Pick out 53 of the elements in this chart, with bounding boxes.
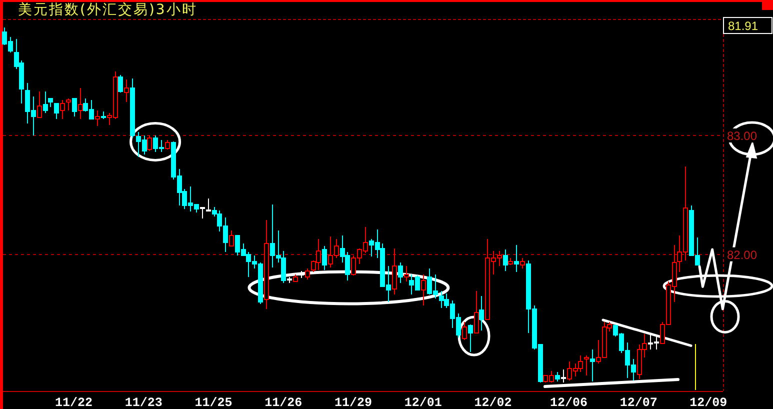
candlestick [561, 369, 566, 384]
candlestick [474, 290, 479, 334]
candlestick [392, 248, 397, 296]
candlestick [48, 98, 53, 108]
candlestick [101, 111, 106, 120]
candlestick [118, 74, 123, 94]
candlestick [229, 230, 234, 247]
candlestick [299, 270, 304, 279]
candlestick [520, 257, 525, 270]
candlestick [78, 87, 83, 120]
candlestick [514, 244, 519, 273]
candlestick [398, 262, 403, 284]
candlestick [200, 206, 205, 220]
text: 81.91 [728, 19, 758, 33]
candlestick [287, 276, 292, 284]
x-tick-label: 12/06 [550, 396, 588, 409]
x-tick-label: 11/29 [334, 396, 372, 409]
candlestick [322, 246, 327, 270]
candlestick [462, 322, 467, 340]
x-tick-label: 11/26 [264, 396, 302, 409]
candlestick [293, 274, 298, 282]
candlestick [584, 354, 589, 376]
candlestick [60, 99, 65, 120]
y-tick-label: 83.00 [727, 128, 758, 143]
candlestick [54, 102, 59, 120]
candlestick [590, 348, 595, 382]
candlestick [508, 257, 513, 266]
x-tick-label: 11/22 [55, 396, 93, 409]
candlestick [206, 198, 211, 212]
x-tick-label: 12/01 [404, 396, 442, 409]
candlestick [165, 140, 170, 150]
candlestick [479, 295, 484, 331]
x-tick-label: 12/09 [690, 396, 728, 409]
x-tick-label: 11/25 [194, 396, 232, 409]
candlestick [555, 371, 560, 382]
candlestick [468, 324, 473, 352]
candlestick [66, 98, 71, 112]
candlestick [72, 98, 77, 117]
candlestick [147, 134, 152, 152]
x-tick-label: 12/02 [474, 396, 512, 409]
candlestick [305, 268, 310, 280]
candlestick [43, 91, 48, 114]
x-tick-label: 12/07 [620, 396, 658, 409]
candlestick [264, 219, 269, 310]
candlestick [95, 110, 100, 126]
candlestick [404, 266, 409, 282]
candlestick [124, 79, 129, 103]
candlestick [130, 78, 135, 138]
candlestick [503, 249, 508, 272]
candlestick [37, 91, 42, 118]
candlestick [421, 274, 426, 306]
x-tick-label: 11/23 [124, 396, 162, 409]
chart-title: 美元指数(外汇交易)3小时 [18, 2, 198, 18]
